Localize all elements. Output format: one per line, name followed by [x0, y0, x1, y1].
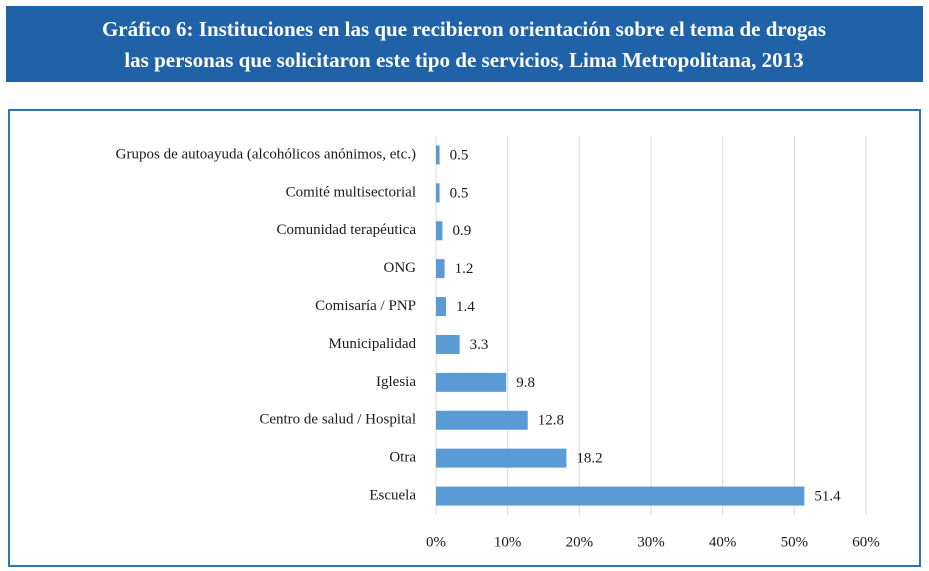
x-tick-label: 20% [566, 534, 594, 550]
y-tick-label: Iglesia [376, 374, 416, 390]
chart-title: Gráfico 6: Instituciones en las que reci… [102, 17, 826, 41]
x-tick-label: 10% [494, 534, 522, 550]
bar [436, 334, 460, 354]
value-label: 51.4 [814, 488, 841, 504]
bar [436, 183, 440, 203]
value-label: 0.5 [450, 185, 469, 201]
bar [436, 221, 443, 241]
bar [436, 410, 528, 430]
value-label: 1.2 [455, 261, 474, 277]
bar [436, 259, 445, 279]
x-tick-label: 0% [426, 534, 446, 550]
chart-title: las personas que solicitaron este tipo d… [124, 48, 803, 72]
value-label: 0.9 [452, 223, 471, 239]
x-tick-label: 30% [637, 534, 665, 550]
x-tick-label: 40% [709, 534, 737, 550]
y-tick-label: Municipalidad [329, 336, 417, 352]
bar [436, 145, 440, 165]
value-label: 18.2 [576, 451, 602, 467]
value-label: 1.4 [456, 299, 475, 315]
y-tick-label: Escuela [369, 487, 416, 503]
value-label: 3.3 [470, 337, 489, 353]
x-tick-label: 60% [852, 534, 880, 550]
y-tick-label: Comité multisectorial [286, 184, 416, 200]
bar [436, 448, 567, 468]
y-tick-label: Comisaría / PNP [315, 298, 416, 314]
bar [436, 372, 507, 392]
bar [436, 486, 805, 506]
x-tick-label: 50% [781, 534, 809, 550]
value-label: 12.8 [538, 413, 564, 429]
y-tick-label: Otra [389, 450, 416, 466]
value-label: 0.5 [450, 147, 469, 163]
y-tick-label: Grupos de autoayuda (alcohólicos anónimo… [116, 146, 416, 162]
title-banner [6, 6, 923, 82]
bar [436, 297, 447, 317]
y-tick-label: Centro de salud / Hospital [259, 412, 416, 428]
y-tick-label: Comunidad terapéutica [276, 222, 416, 238]
y-tick-label: ONG [384, 260, 417, 276]
value-label: 9.8 [516, 375, 535, 391]
